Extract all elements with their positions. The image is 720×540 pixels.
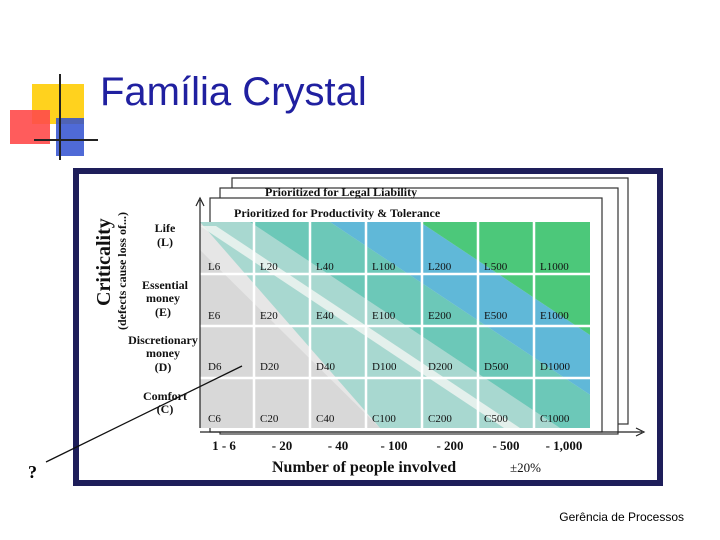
grid-cell: C200 <box>428 413 452 425</box>
pointer-line <box>45 365 243 463</box>
x-tick-label: - 20 <box>272 438 293 453</box>
grid-cell: D6 <box>208 361 222 373</box>
row-label-essential: Essential <box>142 278 189 292</box>
row-letter-essential: (E) <box>155 305 171 319</box>
grid-cell: D1000 <box>540 361 570 373</box>
front-tab-label: Prioritized for Productivity & Tolerance <box>234 206 441 220</box>
x-axis-title: Number of people involved <box>272 459 456 476</box>
y-axis-arrow <box>195 196 205 207</box>
row-labels: Life (L) Essential money (E) Discretiona… <box>128 221 198 416</box>
x-tick-label: - 500 <box>492 438 519 453</box>
row-letter-life: (L) <box>157 235 173 249</box>
band-gray <box>200 250 380 428</box>
x-tick-label: 1 - 6 <box>212 438 236 453</box>
row-label-comfort: Comfort <box>143 389 187 403</box>
x-tick-labels: 1 - 6 - 20 - 40 - 100 - 200 - 500 - 1,00… <box>212 438 582 453</box>
grid-cell: L1000 <box>540 261 569 273</box>
grid-cell: D100 <box>372 361 397 373</box>
grid-cell: D200 <box>428 361 453 373</box>
grid-cell: L6 <box>208 261 221 273</box>
grid-cell: L200 <box>428 261 452 273</box>
row-letter-discretionary: (D) <box>155 360 172 374</box>
grid-cell: E1000 <box>540 310 569 322</box>
grid-cell: E6 <box>208 310 221 322</box>
x-axis-tolerance: ±20% <box>510 460 541 475</box>
grid-cell: C100 <box>372 413 396 425</box>
cell-labels: L6 L20 L40 L100 L200 L500 L1000 E6 E20 E… <box>208 261 570 425</box>
grid-cell: L100 <box>372 261 396 273</box>
grid-cell: L40 <box>316 261 334 273</box>
grid-cell: C500 <box>484 413 508 425</box>
grid-cell: C40 <box>316 413 335 425</box>
slide-footer: Gerência de Processos <box>559 510 684 524</box>
grid-cell: C6 <box>208 413 221 425</box>
grid-cell: D500 <box>484 361 509 373</box>
row-label-discretionary-2: money <box>146 346 180 360</box>
grid-cell: D40 <box>316 361 335 373</box>
grid-cell: L500 <box>484 261 508 273</box>
row-label-discretionary: Discretionary <box>128 333 198 347</box>
grid-cell: C20 <box>260 413 279 425</box>
x-tick-label: - 200 <box>436 438 463 453</box>
x-tick-label: - 100 <box>380 438 407 453</box>
x-tick-label: - 1,000 <box>546 438 583 453</box>
question-mark: ? <box>28 462 37 482</box>
slide-logo <box>10 74 98 160</box>
grid-cell: E500 <box>484 310 508 322</box>
grid-cell: L20 <box>260 261 278 273</box>
y-axis-subtitle: (defects cause loss of...) <box>115 212 129 330</box>
slide-title: Família Crystal <box>100 70 367 114</box>
row-label-life: Life <box>155 221 176 235</box>
axes <box>195 196 646 437</box>
y-axis-title: Criticality <box>93 218 115 306</box>
back-tab-label: Prioritized for Legal Liability <box>265 185 417 199</box>
grid-lines <box>200 222 590 428</box>
grid-cell: E200 <box>428 310 452 322</box>
grid-cell: C1000 <box>540 413 570 425</box>
x-axis-arrow <box>635 427 646 437</box>
grid-cell: E100 <box>372 310 396 322</box>
grid-cell: E40 <box>316 310 334 322</box>
row-label-essential-2: money <box>146 291 180 305</box>
x-tick-label: - 40 <box>328 438 349 453</box>
grid-cell: D20 <box>260 361 279 373</box>
grid-cell: E20 <box>260 310 278 322</box>
band-green <box>420 222 590 335</box>
band-blue <box>330 222 590 395</box>
logo-red-square <box>10 110 50 144</box>
